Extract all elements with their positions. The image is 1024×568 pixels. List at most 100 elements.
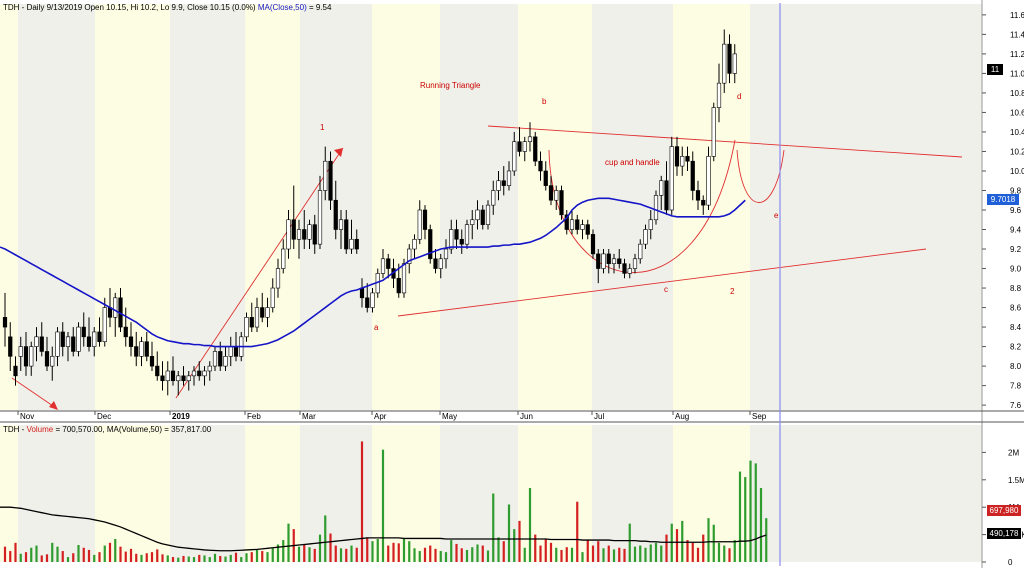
- candle-body: [218, 351, 223, 367]
- volume-bar: [444, 552, 448, 562]
- candle-body: [522, 141, 527, 152]
- candle-body: [669, 146, 674, 211]
- candle-body: [627, 268, 632, 274]
- candle-body: [491, 190, 496, 206]
- volume-bar: [555, 547, 558, 562]
- chart-annotation: c: [664, 285, 668, 294]
- volume-bar: [675, 529, 679, 562]
- candle-body: [438, 258, 443, 269]
- candle-body: [386, 258, 391, 269]
- price-header: TDH - Daily 9/13/2019 Open 10.15, Hi 10.…: [3, 3, 332, 12]
- chart-annotation: a: [374, 323, 379, 332]
- volume-bar: [103, 545, 106, 562]
- candle-body: [102, 307, 107, 343]
- volume-bar: [87, 549, 91, 562]
- month-band: [440, 4, 518, 410]
- candle-body: [149, 356, 155, 367]
- candle-body: [176, 375, 181, 382]
- volume-bar: [381, 449, 385, 562]
- candle-body: [71, 336, 76, 352]
- candle-body: [260, 307, 265, 318]
- candle-body: [160, 375, 165, 382]
- volume-bar: [492, 493, 495, 562]
- volume-bar: [245, 553, 248, 562]
- volume-bar: [586, 540, 589, 562]
- price-tick-label: 10.4: [1010, 128, 1024, 137]
- candle-body: [86, 336, 92, 347]
- volume-bar: [208, 557, 211, 562]
- volume-bar: [738, 471, 742, 562]
- candle-body: [76, 326, 81, 352]
- wave-1-arrowhead: [334, 148, 343, 157]
- volume-bar: [77, 545, 80, 562]
- month-band: [673, 425, 750, 562]
- volume-bar: [570, 547, 574, 562]
- candle-body: [433, 258, 438, 269]
- candle-body: [55, 331, 60, 357]
- volume-bar: [318, 534, 322, 562]
- price-tick-label: 7.8: [1010, 382, 1022, 391]
- volume-bar: [639, 545, 642, 562]
- candle-body: [23, 346, 29, 367]
- volume-bar: [124, 551, 127, 562]
- candle-body: [506, 170, 512, 186]
- price-header-summary: - Daily 9/13/2019 Open 10.15, Hi 10.2, L…: [19, 3, 255, 12]
- volume-bar: [150, 552, 154, 562]
- candle-body: [622, 263, 627, 274]
- volume-header-value: = 700,570.00,: [53, 425, 107, 434]
- candle-body: [716, 82, 722, 108]
- month-band: [95, 4, 170, 410]
- volume-bar: [376, 538, 379, 562]
- candle-body: [18, 346, 23, 357]
- price-tick-label: 11.4: [1010, 30, 1024, 39]
- volume-bar: [93, 554, 96, 562]
- price-ma-line: [0, 197, 746, 348]
- candle-body: [601, 253, 606, 269]
- volume-bar: [549, 542, 553, 562]
- candle-body: [312, 224, 317, 245]
- volume-bar: [471, 547, 474, 562]
- price-header-ma-label: MA(Close,50): [258, 3, 307, 12]
- volume-bar: [649, 544, 652, 562]
- volume-bar: [387, 545, 390, 562]
- candle-body: [732, 53, 737, 74]
- candle-body: [34, 336, 39, 347]
- volume-bar: [282, 540, 285, 562]
- month-label: Aug: [675, 412, 689, 421]
- volume-bar: [513, 529, 516, 562]
- volume-tick-label: 1.5M: [1008, 476, 1024, 485]
- candle-body: [197, 370, 202, 377]
- volume-bar: [717, 542, 721, 562]
- candle-body: [233, 346, 239, 357]
- candle-body: [181, 375, 186, 382]
- ma-value-badge: 9.7018: [987, 194, 1019, 205]
- candle-body: [701, 199, 706, 206]
- volume-bar: [119, 546, 122, 562]
- candle-body: [722, 43, 727, 84]
- month-band: [170, 425, 245, 562]
- price-tick-label: 9.0: [1010, 265, 1022, 274]
- chart-annotation: 2: [730, 287, 735, 296]
- volume-bar: [114, 538, 117, 562]
- month-band: [518, 4, 592, 410]
- volume-bar: [728, 548, 731, 562]
- candle-body: [13, 365, 18, 377]
- volume-bar: [171, 557, 175, 562]
- volume-bar: [61, 551, 64, 562]
- volume-bar: [560, 549, 563, 562]
- chart-annotation: cup and handle: [605, 158, 660, 167]
- month-label: Apr: [374, 412, 387, 421]
- candle-body: [155, 365, 160, 377]
- candle-body: [186, 375, 191, 382]
- candle-body: [664, 180, 669, 211]
- volume-bar: [423, 547, 427, 562]
- candle-body: [564, 214, 569, 230]
- month-band: [18, 425, 95, 562]
- volume-bar: [234, 552, 238, 562]
- candle-body: [480, 209, 485, 225]
- volume-bar: [497, 537, 500, 562]
- volume-bar: [145, 553, 148, 562]
- volume-bar: [255, 549, 259, 562]
- volume-bar: [182, 555, 185, 562]
